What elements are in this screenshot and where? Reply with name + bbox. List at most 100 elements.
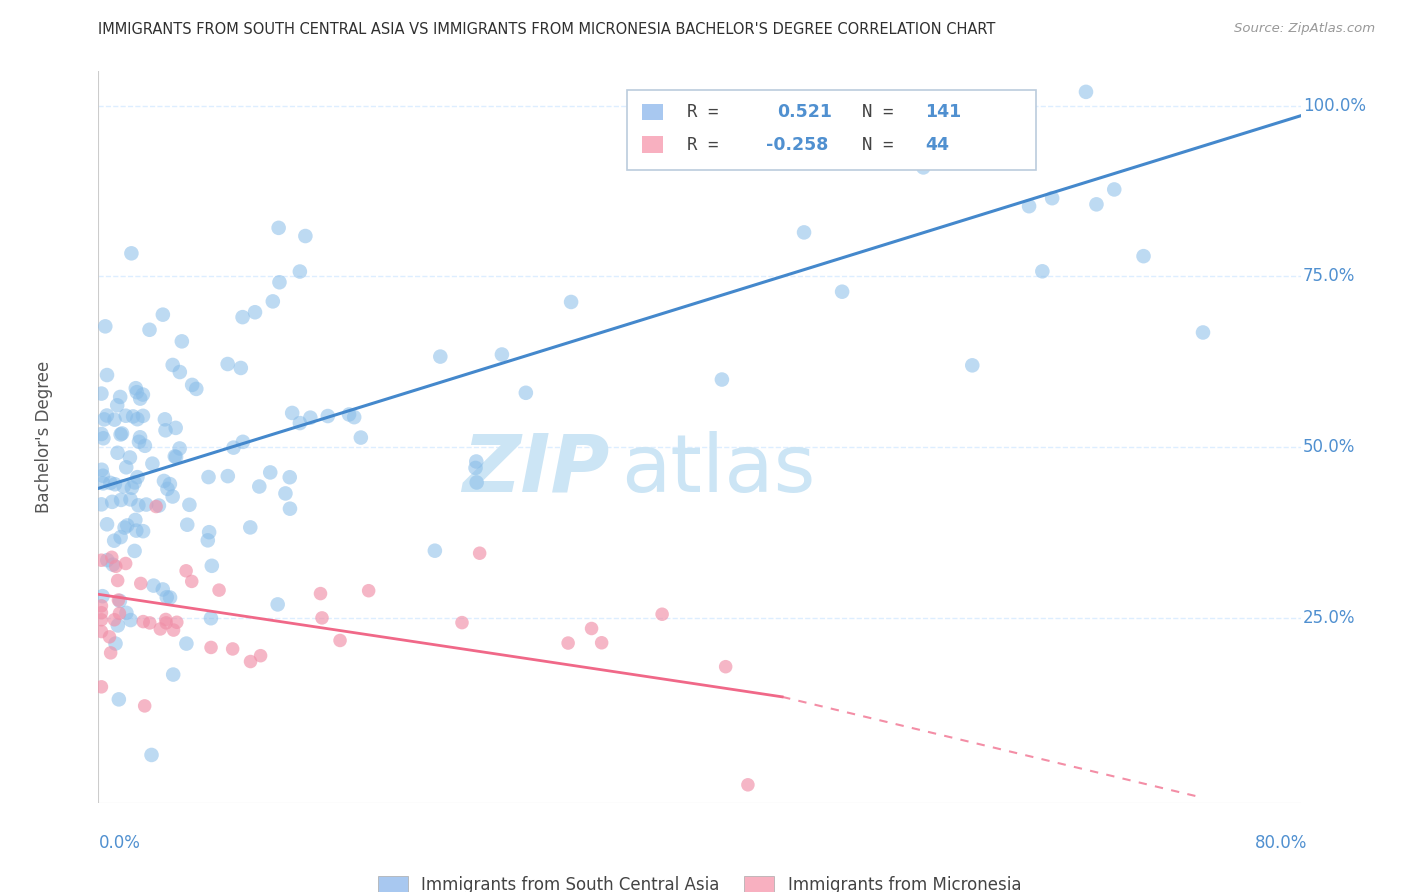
Point — [124, 513, 146, 527]
Point — [108, 607, 131, 621]
Point — [232, 310, 254, 325]
Point — [107, 618, 129, 632]
Text: atlas: atlas — [621, 431, 815, 509]
Point — [90, 599, 112, 613]
Point — [114, 557, 136, 571]
Point — [221, 642, 243, 657]
Point — [125, 385, 148, 400]
Point — [152, 308, 174, 322]
Point — [557, 636, 579, 650]
Text: 75.0%: 75.0% — [1303, 268, 1355, 285]
Point — [350, 431, 373, 445]
Point — [155, 615, 177, 630]
Text: N =: N = — [862, 136, 904, 153]
Text: 80.0%: 80.0% — [1256, 834, 1308, 852]
Point — [1031, 264, 1053, 278]
Point — [912, 161, 935, 175]
Point — [831, 285, 853, 299]
Point — [337, 408, 360, 422]
Point — [100, 646, 122, 660]
Point — [737, 778, 759, 792]
Point — [259, 466, 281, 480]
Point — [197, 533, 219, 548]
Point — [176, 637, 198, 651]
Point — [125, 381, 148, 395]
Text: 44: 44 — [925, 136, 949, 153]
Point — [104, 636, 127, 650]
Point — [239, 520, 262, 534]
Point — [343, 410, 366, 425]
Point — [90, 606, 112, 620]
Point — [94, 319, 117, 334]
Point — [239, 655, 262, 669]
Point — [90, 463, 112, 477]
Point — [288, 416, 311, 430]
Point — [93, 412, 115, 426]
Point — [104, 477, 127, 491]
Point — [98, 630, 121, 644]
Point — [108, 692, 131, 706]
Point — [155, 423, 177, 437]
Text: 141: 141 — [925, 103, 962, 120]
Point — [132, 615, 155, 629]
Point — [159, 477, 181, 491]
Point — [266, 598, 288, 612]
Point — [103, 412, 125, 426]
Point — [278, 470, 301, 484]
FancyBboxPatch shape — [627, 90, 1036, 170]
Point — [104, 559, 127, 574]
Point — [156, 482, 179, 496]
Point — [129, 430, 152, 444]
Point — [316, 409, 339, 423]
Point — [1192, 326, 1215, 340]
Point — [124, 475, 146, 490]
Point — [962, 359, 984, 373]
Point — [90, 386, 112, 401]
Text: Bachelor's Degree: Bachelor's Degree — [35, 361, 53, 513]
Point — [141, 747, 163, 762]
Point — [186, 382, 208, 396]
Point — [560, 295, 582, 310]
Point — [222, 441, 245, 455]
Point — [309, 586, 332, 600]
Point — [145, 500, 167, 514]
Point — [274, 486, 297, 500]
Point — [135, 498, 157, 512]
Point — [162, 623, 184, 637]
Point — [90, 497, 112, 511]
Point — [165, 450, 187, 464]
Point — [162, 667, 184, 681]
Point — [299, 410, 322, 425]
Point — [101, 558, 124, 572]
Point — [491, 347, 513, 361]
Point — [1018, 199, 1040, 213]
Text: R =: R = — [688, 103, 740, 120]
Point — [591, 636, 613, 650]
Point — [90, 680, 112, 694]
Point — [180, 574, 202, 589]
Point — [357, 583, 380, 598]
Point — [117, 518, 139, 533]
Point — [124, 544, 146, 558]
Text: 50.0%: 50.0% — [1303, 438, 1355, 457]
Point — [163, 450, 186, 464]
Point — [651, 607, 673, 622]
Point — [229, 361, 252, 376]
Point — [129, 392, 152, 406]
Text: 100.0%: 100.0% — [1303, 96, 1367, 114]
Point — [127, 412, 149, 426]
Point — [159, 591, 181, 605]
Text: N =: N = — [862, 103, 904, 120]
Point — [142, 579, 165, 593]
Point — [91, 476, 114, 491]
Point — [465, 475, 488, 490]
Point — [96, 553, 118, 567]
Point — [120, 492, 142, 507]
Point — [108, 594, 131, 608]
Point — [200, 611, 222, 625]
Point — [90, 427, 112, 442]
Point — [247, 479, 270, 493]
Point — [153, 412, 176, 426]
Point — [155, 612, 177, 626]
Point — [132, 387, 155, 401]
